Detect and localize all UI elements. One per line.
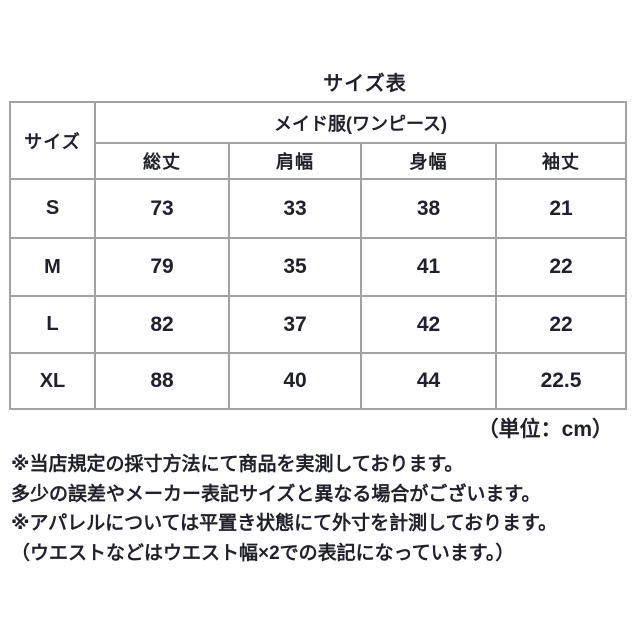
note-line: ※アパレルについては平置き状態にて外寸を計測しております。 [11,513,558,534]
cell-value: 73 [94,178,230,239]
table-row-size-m: M 79 35 41 22 [9,237,627,297]
cell-value: 88 [94,352,230,410]
column-header-shoulder-width: 肩幅 [228,142,362,180]
note-line: ※当店規定の採寸方法にて商品を実測しております。 [11,454,464,475]
note-line: （ウエストなどはウエスト幅×2での表記になっています。） [11,542,515,564]
cell-value: 38 [360,178,497,239]
table-row-size-s: S 73 33 38 21 [9,178,627,239]
cell-value: 35 [228,237,362,297]
table-row-size-xl: XL 88 40 44 22.5 [9,352,627,410]
cell-value: 82 [94,295,230,354]
table-row-size-l: L 82 37 42 22 [9,295,627,354]
cell-value: 79 [94,237,230,297]
cell-value: 21 [495,178,627,239]
row-header-size: M [9,237,96,297]
cell-value: 40 [228,352,362,410]
cell-value: 22 [495,237,627,297]
cell-value: 22.5 [495,352,627,410]
measurement-notes: ※当店規定の採寸方法にて商品を実測しております。 多少の誤差やメーカー表記サイズ… [11,450,557,568]
cell-value: 33 [228,178,362,239]
cell-value: 37 [228,295,362,354]
note-line: 多少の誤差やメーカー表記サイズと異なる場合がございます。 [11,483,541,505]
row-header-size: S [9,178,96,239]
column-header-body-width: 身幅 [360,142,497,180]
cell-value: 42 [360,295,497,354]
page-title: サイズ表 [323,73,407,95]
column-header-sleeve-length: 袖丈 [495,142,627,180]
table-header-row-columns: 総丈 肩幅 身幅 袖丈 [10,142,627,180]
cell-value: 41 [360,237,497,297]
unit-label: （単位：cm） [477,418,613,441]
row-header-size: L [9,295,96,354]
corner-header-size: サイズ [9,101,96,180]
column-header-total-length: 総丈 [94,142,230,180]
cell-value: 22 [495,295,627,354]
group-header-maid-dress: メイド服(ワンピース) [94,101,627,144]
row-header-size: XL [9,352,96,410]
table-header-row-group: サイズ メイド服(ワンピース) [9,101,627,180]
size-table: サイズ メイド服(ワンピース) 総丈 肩幅 身幅 袖丈 S 73 33 38 2… [9,101,627,410]
cell-value: 44 [360,352,497,410]
